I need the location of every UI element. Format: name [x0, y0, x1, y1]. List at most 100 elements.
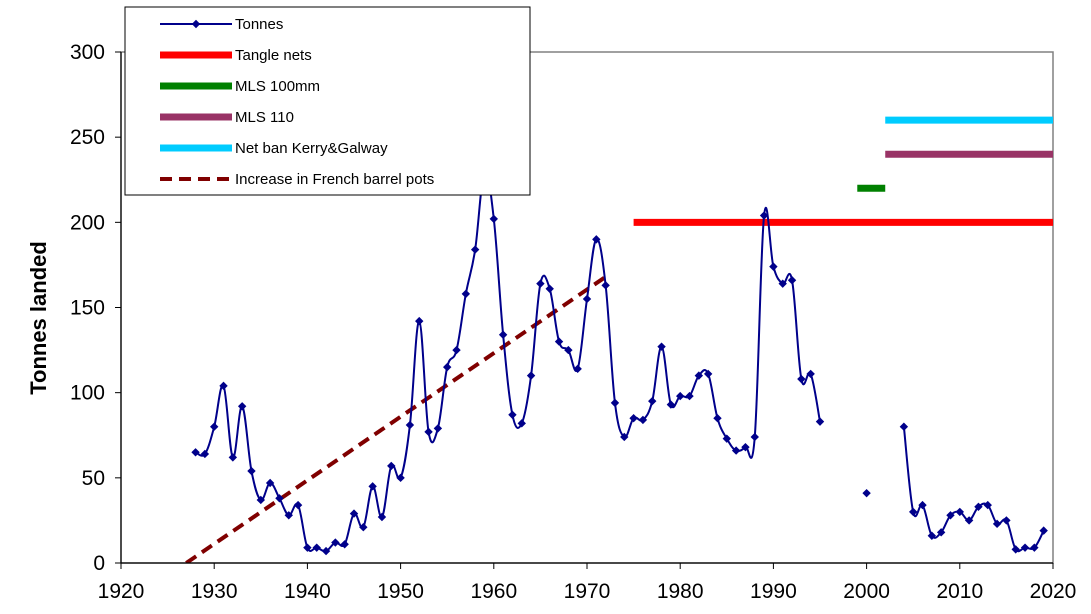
data-point: [974, 502, 983, 511]
data-point: [275, 494, 284, 503]
data-point: [787, 276, 797, 285]
x-tick-label: 1960: [470, 580, 517, 603]
data-point: [1039, 526, 1048, 535]
data-point: [703, 369, 713, 379]
data-point: [620, 432, 629, 442]
data-point: [303, 543, 312, 552]
legend-label-tonnes: Tonnes: [235, 16, 283, 33]
data-point: [759, 211, 769, 220]
legend-label-mls-100mm: MLS 100mm: [235, 78, 320, 95]
data-point: [526, 371, 536, 380]
data-point: [377, 512, 387, 522]
data-point: [284, 511, 293, 520]
y-tick-label: 100: [70, 382, 105, 405]
data-point: [443, 362, 452, 372]
data-point: [228, 453, 238, 462]
data-point: [247, 466, 256, 476]
data-point: [312, 543, 321, 552]
data-point: [1011, 545, 1020, 554]
data-point: [909, 507, 918, 517]
legend-label-tangle-nets: Tangle nets: [235, 47, 312, 64]
y-axis-label: Tonnes landed: [26, 241, 51, 395]
data-point: [517, 419, 526, 428]
legend-label-mls-110: MLS 110: [235, 109, 294, 126]
y-tick-label: 50: [82, 467, 105, 490]
data-point: [452, 345, 461, 355]
data-point: [731, 446, 741, 455]
series-line-increase-in-french-barrel-pots: [185, 275, 607, 563]
data-point: [862, 488, 871, 498]
data-point: [210, 422, 219, 431]
data-point: [899, 422, 909, 431]
data-point: [592, 235, 601, 244]
y-tick-label: 300: [70, 41, 105, 64]
data-point: [983, 500, 992, 510]
data-point: [415, 316, 424, 326]
legend-label-increase-in-french-barrel-pots: Increase in French barrel pots: [235, 171, 434, 188]
data-point: [321, 546, 331, 556]
data-point: [946, 511, 955, 520]
data-point: [964, 516, 974, 525]
y-tick-label: 200: [70, 211, 105, 234]
y-tick-label: 250: [70, 126, 105, 149]
data-point: [741, 442, 750, 452]
series-layer: [185, 116, 1053, 563]
legend-box: [124, 6, 531, 196]
data-point: [349, 509, 359, 518]
x-tick-label: 2000: [843, 580, 890, 603]
data-point: [918, 500, 927, 510]
data-point: [666, 400, 676, 409]
data-point: [676, 391, 685, 401]
data-point: [396, 473, 405, 483]
data-point: [601, 281, 610, 290]
data-point: [638, 415, 648, 425]
axes: 0 50 100 150 200 250 300 1920 1930 1940 1950 1960 19…: [70, 41, 1076, 603]
data-point: [470, 245, 480, 254]
data-point: [340, 540, 349, 549]
data-point: [545, 284, 554, 293]
series-line-tonnes: [195, 169, 821, 553]
data-point: [815, 417, 825, 426]
data-point: [293, 500, 303, 510]
data-point: [750, 432, 759, 442]
data-point: [778, 279, 787, 288]
data-point: [610, 398, 620, 408]
data-point: [424, 427, 433, 437]
data-point: [582, 294, 592, 304]
data-point: [265, 478, 275, 488]
data-point: [629, 414, 638, 423]
x-tick-label: 1970: [564, 580, 611, 603]
data-point: [237, 402, 247, 411]
data-point: [1002, 516, 1011, 525]
data-point: [256, 495, 265, 505]
x-tick-label: 1950: [377, 580, 424, 603]
legend-label-net-ban-kerry-galway: Net ban Kerry&Galway: [235, 140, 388, 157]
data-point: [797, 374, 806, 384]
data-point: [573, 364, 582, 374]
data-point: [927, 531, 937, 540]
data-point: [1030, 543, 1039, 552]
data-point: [936, 528, 946, 537]
data-point: [955, 507, 964, 517]
data-point: [713, 414, 722, 423]
data-point: [461, 289, 471, 299]
data-point: [200, 449, 210, 459]
data-point: [433, 424, 443, 433]
data-point: [498, 330, 508, 339]
data-point: [769, 262, 778, 271]
data-point: [648, 396, 657, 406]
x-tick-label: 1990: [750, 580, 797, 603]
x-tick-label: 2010: [936, 580, 983, 603]
data-point: [992, 519, 1002, 529]
data-point: [489, 214, 498, 224]
data-point: [219, 381, 228, 391]
y-tick-label: 0: [93, 552, 105, 575]
legend: Tonnes Tangle nets MLS 100mm MLS 110 Net ban…: [124, 6, 531, 196]
data-point: [508, 410, 517, 420]
data-point: [191, 448, 200, 457]
data-point: [685, 391, 694, 401]
data-point: [564, 345, 573, 355]
data-point: [806, 369, 815, 379]
x-tick-label: 2020: [1030, 580, 1077, 603]
series-line-tonnes: [902, 426, 1045, 553]
